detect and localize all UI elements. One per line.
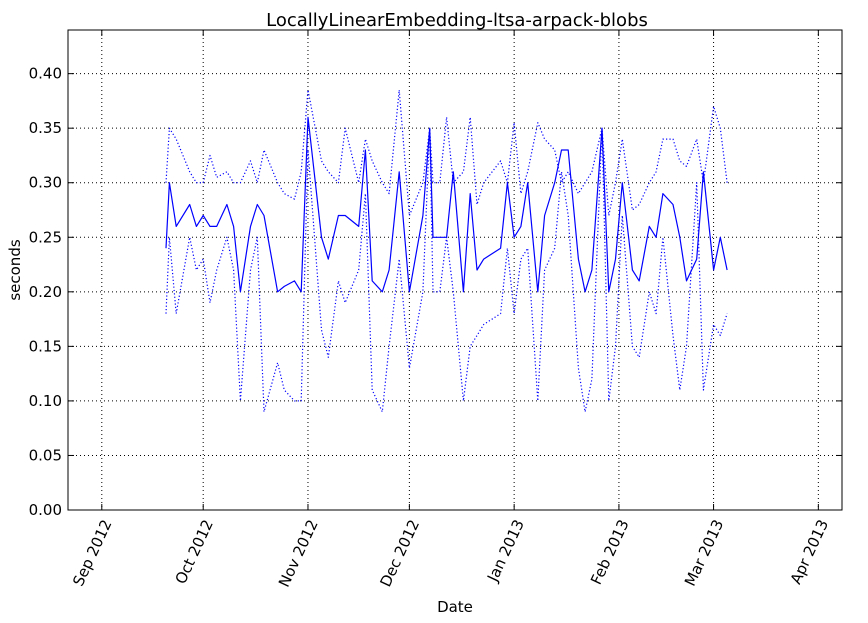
y-tick-label: 0.15	[29, 337, 62, 355]
y-axis-label: seconds	[6, 239, 24, 300]
y-tick-label: 0.05	[29, 446, 62, 464]
x-tick-label: Feb 2013	[587, 517, 633, 588]
plot-frame	[67, 29, 843, 511]
chart-title: LocallyLinearEmbedding-ltsa-arpack-blobs	[266, 10, 648, 31]
x-tick-labels: Sep 2012 Oct 2012 Nov 2012 Dec 2012 Jan 2013…	[69, 517, 832, 590]
series-layer	[165, 89, 728, 413]
x-tick-label: Jan 2013	[483, 517, 528, 585]
y-tick-labels: 0.00 0.05 0.10 0.15 0.20 0.25 0.30 0.35 0.40	[29, 65, 62, 519]
y-tick-label: 0.35	[29, 119, 62, 137]
series-line-dotted-2	[165, 127, 728, 413]
series-line-main	[165, 116, 728, 293]
axis-ticks	[68, 30, 842, 511]
x-tick-label: Nov 2012	[275, 517, 322, 590]
y-tick-label: 0.00	[29, 501, 62, 519]
x-tick-label: Apr 2013	[787, 517, 832, 587]
x-tick-label: Dec 2012	[376, 517, 423, 590]
y-tick-label: 0.20	[29, 283, 62, 301]
y-tick-label: 0.10	[29, 392, 62, 410]
x-tick-label: Sep 2012	[69, 517, 115, 589]
x-tick-label: Mar 2013	[681, 517, 727, 589]
y-tick-label: 0.40	[29, 65, 62, 83]
x-tick-label: Oct 2012	[172, 517, 217, 587]
y-tick-label: 0.30	[29, 174, 62, 192]
x-axis-label: Date	[437, 598, 473, 616]
y-tick-label: 0.25	[29, 228, 62, 246]
series-line-dotted-1	[165, 89, 728, 217]
